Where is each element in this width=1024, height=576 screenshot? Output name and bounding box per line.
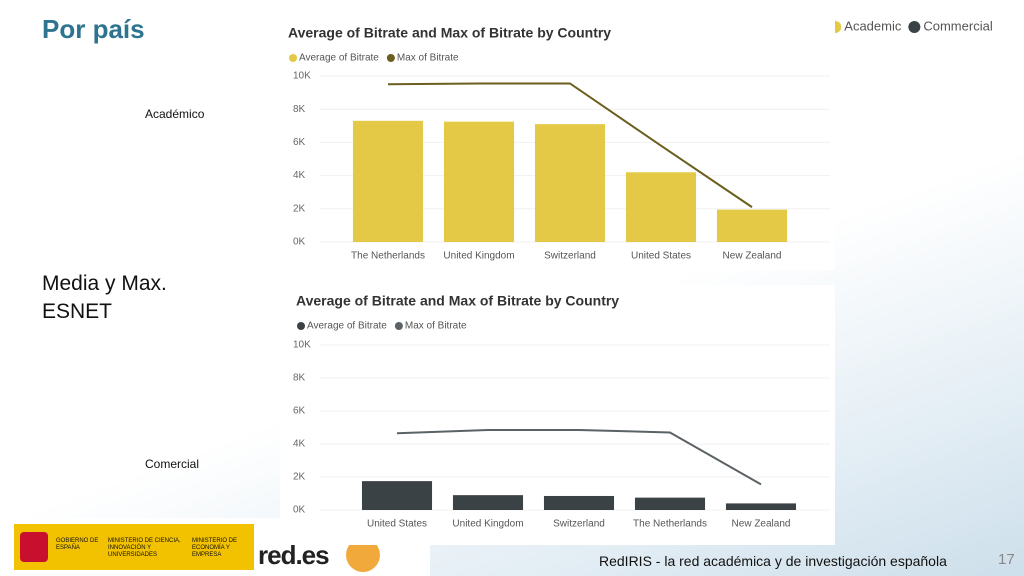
- x-tick-label: United Kingdom: [443, 251, 514, 262]
- logo-text: MINISTERIO DE CIENCIA, INNOVACIÓN Y UNIV…: [108, 538, 181, 558]
- bar: [352, 120, 424, 242]
- x-tick-label: The Netherlands: [351, 251, 425, 262]
- coat-of-arms: [20, 532, 48, 562]
- x-tick-label: New Zealand: [732, 519, 791, 530]
- x-tick-label: Switzerland: [553, 519, 605, 530]
- y-tick-label: 0K: [293, 237, 306, 248]
- label-academic: Académico: [145, 107, 205, 121]
- bar: [625, 172, 697, 242]
- y-tick-label: 10K: [293, 71, 311, 82]
- x-tick-label: United States: [631, 251, 691, 262]
- bar: [634, 497, 706, 510]
- chart-title: Average of Bitrate and Max of Bitrate by…: [288, 25, 611, 41]
- bar: [725, 503, 797, 510]
- bar: [534, 124, 606, 242]
- bar: [452, 495, 524, 510]
- x-tick-label: United Kingdom: [452, 519, 523, 530]
- legend-dot: [289, 54, 297, 62]
- legend-label: Max of Bitrate: [405, 321, 467, 332]
- x-tick-label: United States: [367, 519, 427, 530]
- legend-label: Max of Bitrate: [397, 53, 459, 64]
- x-tick-label: The Netherlands: [633, 519, 707, 530]
- y-tick-label: 2K: [293, 203, 306, 214]
- subtitle-line: Media y Max.: [42, 272, 167, 295]
- line: [396, 428, 762, 486]
- x-tick-label: Switzerland: [544, 251, 596, 262]
- subtitle-line: ESNET: [42, 300, 113, 323]
- y-tick-label: 2K: [293, 472, 306, 483]
- chart-title: Average of Bitrate and Max of Bitrate by…: [296, 293, 619, 309]
- logo-text: GOBIERNO DE ESPAÑA: [56, 538, 99, 551]
- slide-title: Por país: [42, 14, 145, 44]
- footer: RedIRIS - la red académica y de investig…: [599, 553, 947, 569]
- y-tick-label: 8K: [293, 104, 306, 115]
- bar: [716, 209, 788, 242]
- legend-label: Commercial: [923, 18, 992, 33]
- gov-logo: GOBIERNO DE ESPAÑA MINISTERIO DE CIENCIA…: [14, 524, 254, 570]
- y-tick-label: 4K: [293, 170, 306, 181]
- bar: [361, 481, 433, 510]
- x-tick-label: New Zealand: [723, 251, 782, 262]
- legend-dot: [297, 322, 305, 330]
- legend-label: Average of Bitrate: [299, 53, 379, 64]
- legend-dot: [908, 21, 921, 33]
- y-tick-label: 0K: [293, 505, 306, 516]
- line: [387, 82, 753, 208]
- y-tick-label: 6K: [293, 406, 306, 417]
- y-tick-label: 4K: [293, 439, 306, 450]
- y-tick-label: 6K: [293, 137, 306, 148]
- logo-text: MINISTERIO DE ECONOMÍA Y EMPRESA: [192, 538, 238, 558]
- y-tick-label: 10K: [293, 340, 311, 351]
- subtitle: Media y Max. ESNET: [42, 270, 167, 326]
- y-tick-label: 8K: [293, 373, 306, 384]
- bar: [543, 495, 615, 510]
- bar: [443, 121, 515, 242]
- page-number: 17: [998, 551, 1015, 568]
- legend-dot: [394, 322, 403, 330]
- label-commercial: Comercial: [145, 457, 200, 471]
- legend-label: Average of Bitrate: [307, 321, 387, 332]
- legend-dot: [386, 54, 395, 62]
- legend-label: Academic: [844, 18, 902, 33]
